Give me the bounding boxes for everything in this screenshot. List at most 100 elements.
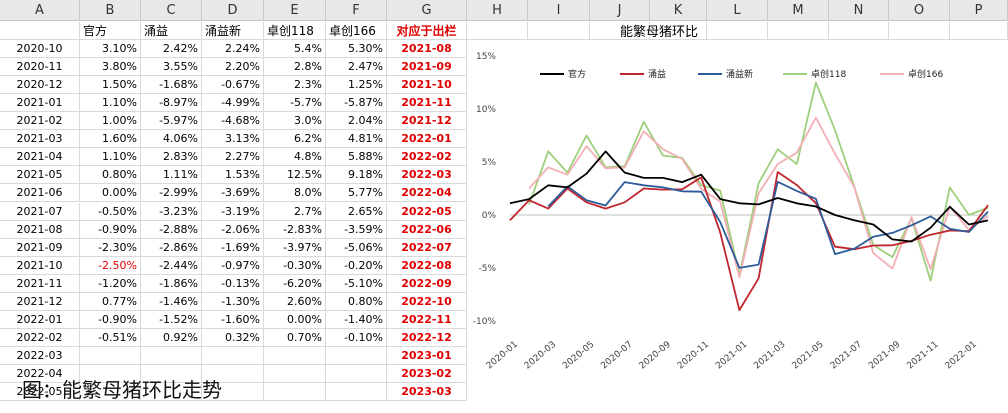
value-cell[interactable]: -3.23% [141,202,202,221]
value-cell[interactable]: 5.4% [264,40,326,59]
date-cell[interactable]: 2021-11 [0,274,80,293]
value-cell[interactable] [80,346,141,365]
value-cell[interactable]: 2.27% [202,148,264,167]
value-cell[interactable]: -0.51% [80,328,141,347]
value-cell[interactable] [141,383,202,401]
header-cell[interactable]: 卓创166 [326,22,387,40]
date-cell[interactable]: 2021-05 [0,166,80,185]
value-cell[interactable]: 6.2% [264,130,326,149]
value-cell[interactable] [264,364,326,383]
value-cell[interactable] [326,364,387,383]
value-cell[interactable]: 2.04% [326,112,387,131]
value-cell[interactable]: -4.99% [202,94,264,113]
header-cell[interactable] [0,22,80,40]
value-cell[interactable]: -0.90% [80,310,141,329]
value-cell[interactable]: 9.18% [326,166,387,185]
value-cell[interactable]: -1.52% [141,310,202,329]
header-cell[interactable]: 卓创118 [264,22,326,40]
output-date-cell[interactable]: 2021-12 [387,112,467,131]
date-cell[interactable]: 2022-03 [0,346,80,365]
output-date-cell[interactable]: 2023-01 [387,346,467,365]
value-cell[interactable] [326,346,387,365]
empty-cell[interactable] [707,22,768,40]
value-cell[interactable]: -4.68% [202,112,264,131]
value-cell[interactable] [80,364,141,383]
date-cell[interactable]: 2021-12 [0,292,80,311]
output-date-cell[interactable]: 2022-09 [387,274,467,293]
value-cell[interactable]: -5.10% [326,274,387,293]
value-cell[interactable]: 2.60% [264,292,326,311]
empty-cell[interactable] [528,22,590,40]
value-cell[interactable]: 0.77% [80,292,141,311]
column-header-e[interactable]: E [264,0,326,21]
value-cell[interactable]: 1.10% [80,148,141,167]
value-cell[interactable]: -0.50% [80,202,141,221]
empty-cell[interactable] [950,22,1008,40]
value-cell[interactable]: -0.67% [202,76,264,95]
value-cell[interactable]: 3.0% [264,112,326,131]
value-cell[interactable]: 5.88% [326,148,387,167]
empty-cell[interactable] [829,22,889,40]
date-cell[interactable]: 2021-02 [0,112,80,131]
value-cell[interactable]: 2.24% [202,40,264,59]
value-cell[interactable]: -5.7% [264,94,326,113]
column-header-l[interactable]: L [707,0,768,21]
value-cell[interactable]: -1.68% [141,76,202,95]
value-cell[interactable]: -0.90% [80,220,141,239]
value-cell[interactable]: 4.81% [326,130,387,149]
column-header-g[interactable]: G [387,0,467,21]
date-cell[interactable]: 2022-05 [0,383,80,401]
value-cell[interactable]: 3.13% [202,130,264,149]
value-cell[interactable]: 1.50% [80,76,141,95]
output-date-cell[interactable]: 2021-08 [387,40,467,59]
value-cell[interactable]: 2.65% [326,202,387,221]
value-cell[interactable]: 0.00% [264,310,326,329]
value-cell[interactable] [264,383,326,401]
output-date-cell[interactable]: 2022-01 [387,130,467,149]
output-date-cell[interactable]: 2022-07 [387,238,467,257]
output-date-cell[interactable]: 2022-04 [387,184,467,203]
value-cell[interactable] [264,346,326,365]
value-cell[interactable]: -6.20% [264,274,326,293]
empty-cell[interactable] [590,22,650,40]
header-cell[interactable]: 涌益新 [202,22,264,40]
date-cell[interactable]: 2021-09 [0,238,80,257]
value-cell[interactable]: 2.7% [264,202,326,221]
value-cell[interactable]: -0.30% [264,256,326,275]
column-header-d[interactable]: D [202,0,264,21]
column-header-a[interactable]: A [0,0,80,21]
date-cell[interactable]: 2021-07 [0,202,80,221]
value-cell[interactable]: -0.20% [326,256,387,275]
column-header-m[interactable]: M [768,0,829,21]
header-cell[interactable]: 官方 [80,22,141,40]
value-cell[interactable]: 3.80% [80,58,141,77]
date-cell[interactable]: 2020-10 [0,40,80,59]
value-cell[interactable]: -5.87% [326,94,387,113]
value-cell[interactable]: -2.06% [202,220,264,239]
column-header-h[interactable]: H [467,0,528,21]
value-cell[interactable]: -2.44% [141,256,202,275]
date-cell[interactable]: 2021-03 [0,130,80,149]
value-cell[interactable]: -0.97% [202,256,264,275]
output-date-cell[interactable]: 2022-08 [387,256,467,275]
value-cell[interactable]: -2.83% [264,220,326,239]
column-header-c[interactable]: C [141,0,202,21]
date-cell[interactable]: 2021-04 [0,148,80,167]
value-cell[interactable]: 12.5% [264,166,326,185]
date-cell[interactable]: 2021-08 [0,220,80,239]
empty-cell[interactable] [768,22,829,40]
empty-cell[interactable] [467,22,528,40]
value-cell[interactable] [141,364,202,383]
value-cell[interactable]: 1.10% [80,94,141,113]
value-cell[interactable]: 0.00% [80,184,141,203]
output-date-cell[interactable]: 2021-10 [387,76,467,95]
header-cell[interactable]: 对应于出栏 [387,22,467,40]
value-cell[interactable]: 0.80% [80,166,141,185]
output-date-cell[interactable]: 2022-11 [387,310,467,329]
value-cell[interactable]: 1.53% [202,166,264,185]
value-cell[interactable]: 1.00% [80,112,141,131]
date-cell[interactable]: 2021-01 [0,94,80,113]
value-cell[interactable]: 3.55% [141,58,202,77]
value-cell[interactable]: 4.8% [264,148,326,167]
date-cell[interactable]: 2020-11 [0,58,80,77]
